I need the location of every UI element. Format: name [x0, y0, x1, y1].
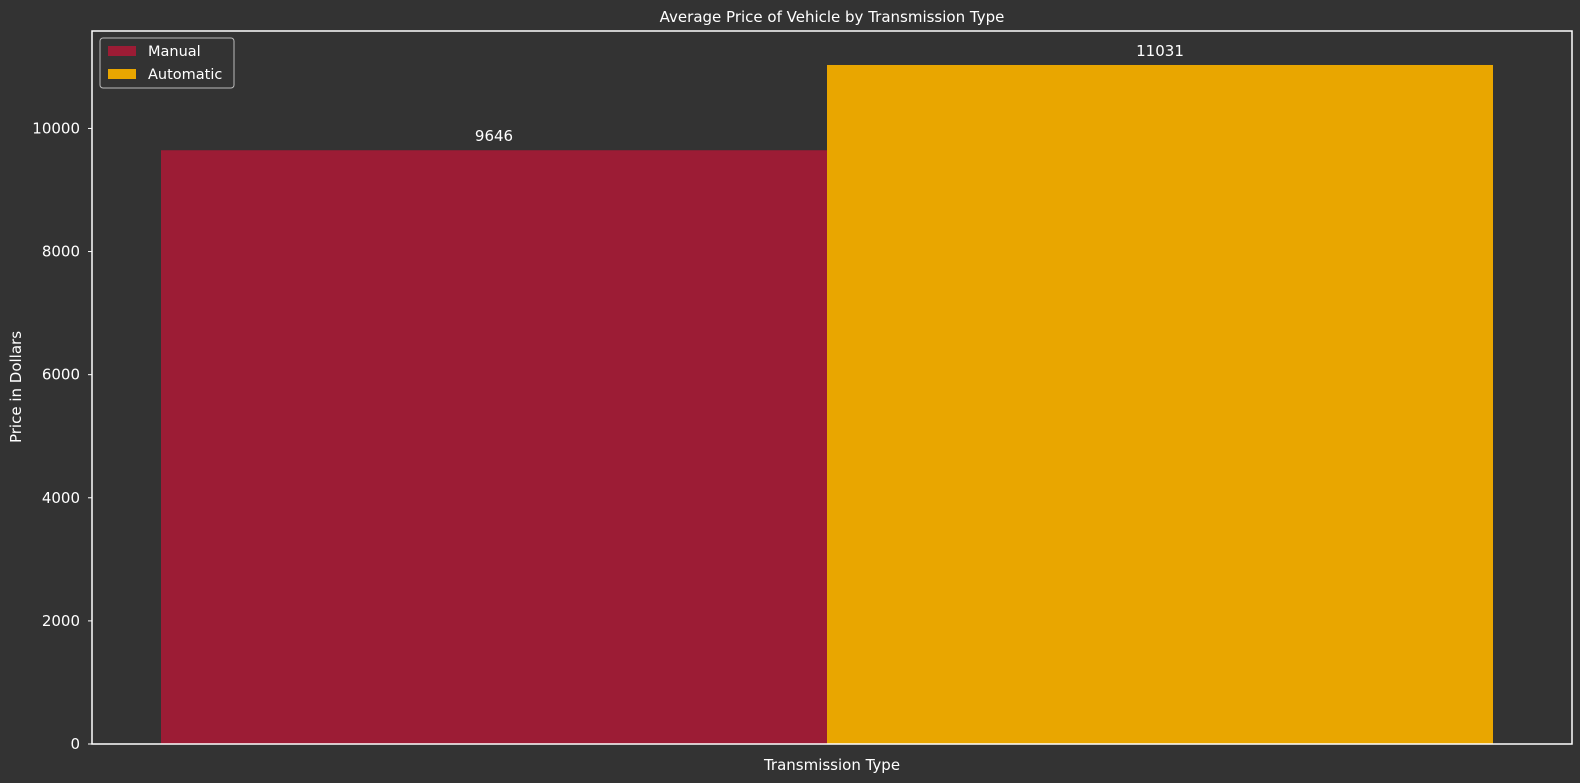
y-tick-label: 4000: [42, 489, 80, 507]
legend-label-automatic: Automatic: [148, 67, 222, 83]
data-label-manual: 9646: [475, 127, 513, 145]
bars-layer: [161, 64, 1493, 744]
legend-swatch-manual: [108, 46, 136, 56]
legend-swatch-automatic: [108, 69, 136, 79]
chart-title: Average Price of Vehicle by Transmission…: [660, 8, 1005, 26]
x-axis-label: Transmission Type: [763, 756, 900, 774]
y-tick-label: 2000: [42, 612, 80, 630]
y-tick-label: 6000: [42, 366, 80, 384]
y-tick-label: 8000: [42, 243, 80, 261]
y-tick-label: 10000: [32, 119, 80, 137]
legend-items: Manual Automatic: [108, 44, 222, 83]
bar-manual: [161, 150, 827, 744]
data-labels-layer: 9646 11031: [475, 42, 1184, 145]
legend-label-manual: Manual: [148, 44, 201, 60]
y-tick-label: 0: [70, 735, 80, 753]
axes-frame: [91, 30, 1573, 745]
y-axis: 0 2000 4000 6000 8000 10000: [32, 119, 92, 753]
data-label-automatic: 11031: [1136, 42, 1184, 60]
legend: Manual Automatic: [99, 37, 235, 89]
y-axis-label: Price in Dollars: [7, 331, 25, 443]
bar-automatic: [827, 64, 1493, 744]
